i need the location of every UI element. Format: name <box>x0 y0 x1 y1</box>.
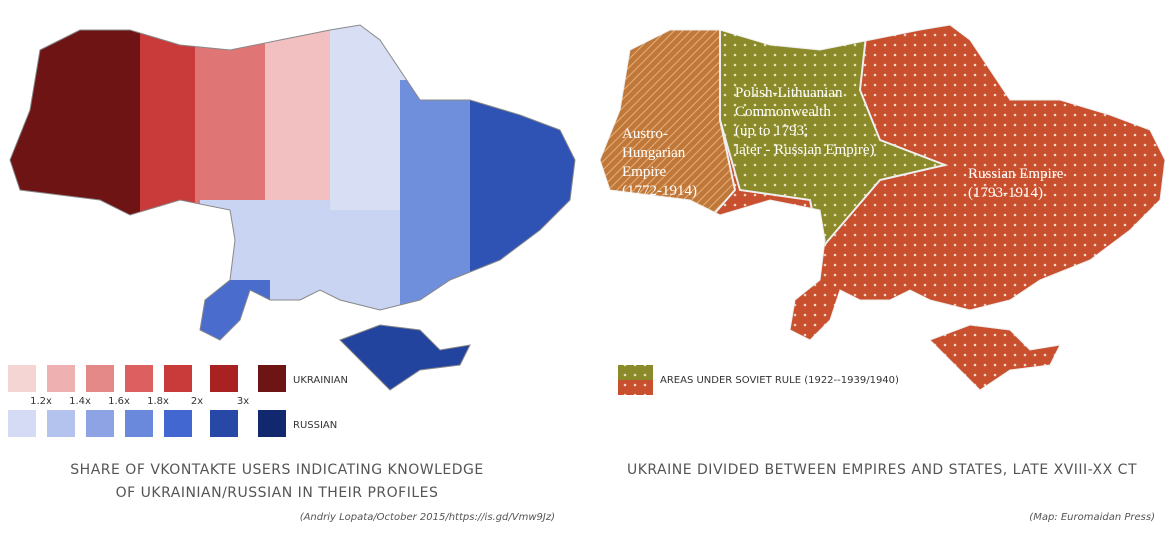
region-label: Commonwealth <box>735 104 831 120</box>
region-label: Russian Empire <box>968 166 1064 182</box>
legend-label: RUSSIAN <box>293 420 337 431</box>
caption: UKRAINE DIVIDED BETWEEN EMPIRES AND STAT… <box>627 462 1137 478</box>
legend-label: UKRAINIAN <box>293 375 348 386</box>
region-label: (1793-1914) <box>968 185 1043 201</box>
region-label: later - Russian Empire) <box>735 142 875 158</box>
caption: SHARE OF VKONTAKTE USERS INDICATING KNOW… <box>70 462 483 478</box>
source: (Andriy Lopata/October 2015/https://is.g… <box>300 512 555 523</box>
legend-swatch <box>618 380 653 395</box>
region-label: (1772-1914) <box>622 183 697 199</box>
scale-label: 2x <box>191 396 203 407</box>
scale-label: 1.6x <box>108 396 130 407</box>
region-label: Polish-Lithuanian <box>735 85 843 101</box>
legend-label: AREAS UNDER SOVIET RULE (1922--1939/1940… <box>660 375 899 386</box>
region-label: (up to 1793; <box>735 123 808 139</box>
legend-scale: 1.2x 1.4x 1.6x 1.8x 2x 3x <box>30 396 249 407</box>
scale-label: 3x <box>237 396 249 407</box>
legend-swatch <box>618 365 653 380</box>
language-map <box>10 25 575 390</box>
scale-label: 1.4x <box>69 396 91 407</box>
region-label: Empire <box>622 164 666 180</box>
region-label: Hungarian <box>622 145 686 161</box>
source: (Map: Euromaidan Press) <box>1029 512 1155 523</box>
scale-label: 1.8x <box>147 396 169 407</box>
scale-label: 1.2x <box>30 396 52 407</box>
region-label: Austro- <box>622 126 668 142</box>
caption: OF UKRAINIAN/RUSSIAN IN THEIR PROFILES <box>116 485 439 501</box>
region-labels: Austro- Hungarian Empire (1772-1914) Polish-… <box>622 85 1064 201</box>
legend-swatches <box>8 365 286 437</box>
empires-map <box>600 25 1165 390</box>
